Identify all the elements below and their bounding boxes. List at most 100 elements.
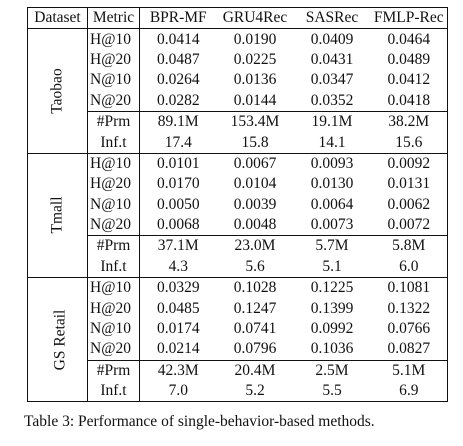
- table-row: H@20 0.0487 0.0225 0.0431 0.0489: [28, 49, 448, 71]
- value-cell: 0.0073: [310, 216, 354, 234]
- metric-name: H@20: [87, 298, 140, 319]
- value-cell: 0.0992: [310, 320, 354, 338]
- value-cell: 0.0464: [370, 28, 448, 50]
- value-cell: 15.8: [241, 133, 269, 151]
- value-cell: 14.1: [318, 133, 346, 151]
- table-row: N@20 0.0214 0.0796 0.1036 0.0827: [28, 339, 448, 361]
- value-cell: 0.0225: [233, 50, 277, 68]
- value-cell: 0.0039: [233, 195, 277, 213]
- value-cell: 0.0431: [310, 50, 354, 68]
- value-cell: 0.0766: [370, 318, 448, 340]
- value-cell: 0.0072: [370, 214, 448, 236]
- metric-name: H@20: [87, 49, 140, 71]
- value-cell: 0.0347: [310, 71, 354, 89]
- dataset-label-cell: GS Retail: [27, 277, 88, 403]
- table-row: #Prm 89.1M 153.4M 19.1M 38.2M: [28, 110, 448, 133]
- value-cell: 0.1036: [310, 340, 354, 358]
- value-cell: 0.0048: [233, 216, 277, 234]
- value-cell: 19.1M: [293, 110, 371, 133]
- metric-name: N@20: [87, 214, 140, 236]
- metric-name: Inf.t: [87, 132, 140, 154]
- table-row: H@20 0.0170 0.0104 0.0130 0.0131: [28, 174, 448, 195]
- value-cell: 0.0796: [233, 340, 277, 358]
- table-container: Dataset Metric BPR-MF GRU4Rec SASRec FML…: [27, 6, 448, 403]
- value-cell: 38.2M: [370, 110, 448, 133]
- value-cell: 0.0144: [233, 91, 277, 109]
- value-cell: 5.8M: [370, 235, 448, 257]
- table-row: Tmall H@10 0.0101 0.0067 0.0093 0.0092: [27, 152, 448, 278]
- table-row: N@20 0.0282 0.0144 0.0352 0.0418: [28, 90, 448, 112]
- dataset-label: Taobao: [48, 68, 66, 114]
- dataset-label-cell: Taobao: [27, 28, 88, 154]
- value-cell: 0.0170: [156, 175, 200, 193]
- value-cell: 5.2: [216, 381, 294, 403]
- value-cell: 0.0068: [156, 216, 200, 234]
- value-cell: 7.0: [139, 381, 217, 403]
- value-cell: 0.0264: [156, 71, 200, 89]
- value-cell: 5.7M: [293, 235, 371, 257]
- value-cell: 0.0130: [310, 175, 354, 193]
- value-cell: 0.0485: [156, 299, 200, 317]
- header-method-bpr-mf: BPR-MF: [139, 6, 217, 30]
- metric-name: #Prm: [87, 235, 140, 257]
- table-row: GS Retail H@10 0.0329 0.1028 0.1225 0.1081: [27, 277, 448, 403]
- table-row: Inf.t 7.0 5.2 5.5 6.9: [28, 381, 448, 403]
- value-cell: 89.1M: [139, 110, 217, 133]
- value-cell: 0.1081: [370, 277, 448, 299]
- value-cell: 42.3M: [139, 359, 217, 382]
- value-cell: 0.0214: [156, 340, 200, 358]
- value-cell: 6.0: [370, 256, 448, 278]
- value-cell: 5.5: [293, 381, 371, 403]
- value-cell: 0.0093: [293, 152, 371, 175]
- value-cell: 0.0414: [156, 30, 200, 48]
- value-cell: 0.0136: [233, 71, 277, 89]
- value-cell: 0.0409: [310, 30, 354, 48]
- metric-name: H@10: [87, 28, 140, 50]
- table-row: #Prm 42.3M 20.4M 2.5M 5.1M: [28, 359, 448, 382]
- metric-name: N@20: [87, 339, 140, 361]
- value-cell: 0.0352: [310, 91, 354, 109]
- table-row: Inf.t 4.3 5.6 5.1 6.0: [28, 256, 448, 278]
- value-cell: 17.4: [164, 133, 192, 151]
- value-cell: 0.0067: [216, 152, 294, 175]
- table-body: Taobao H@10 0.0414 0.0190 0.0409 0.0464 H@20 0.…: [27, 28, 448, 403]
- value-cell: 23.0M: [216, 235, 294, 257]
- value-cell: 5.1: [322, 257, 342, 275]
- metric-name: N@10: [87, 194, 140, 215]
- table-header-row: Dataset Metric BPR-MF GRU4Rec SASRec FML…: [27, 6, 448, 30]
- value-cell: 0.0487: [156, 50, 200, 68]
- metric-name: Inf.t: [87, 381, 140, 403]
- value-cell: 2.5M: [293, 359, 371, 382]
- metric-name: N@10: [87, 318, 140, 340]
- value-cell: 0.0329: [139, 277, 217, 299]
- value-cell: 0.0104: [233, 175, 277, 193]
- table-row: Taobao H@10 0.0414 0.0190 0.0409 0.0464: [27, 28, 448, 154]
- metric-name: Inf.t: [87, 256, 140, 278]
- value-cell: 0.0741: [233, 320, 277, 338]
- metric-name: #Prm: [87, 110, 140, 133]
- table-row: N@10 0.0264 0.0136 0.0347 0.0412: [28, 70, 448, 91]
- header-metric: Metric: [87, 6, 140, 30]
- value-cell: 15.6: [370, 132, 448, 154]
- value-cell: 0.1399: [310, 299, 354, 317]
- table-row: H@20 0.0485 0.1247 0.1399 0.1322: [28, 298, 448, 319]
- value-cell: 0.0101: [139, 152, 217, 175]
- value-cell: 37.1M: [139, 235, 217, 257]
- table-row: N@20 0.0068 0.0048 0.0073 0.0072: [28, 214, 448, 236]
- value-cell: 0.0131: [370, 174, 448, 195]
- value-cell: 0.0190: [233, 30, 277, 48]
- value-cell: 4.3: [168, 257, 188, 275]
- value-cell: 153.4M: [216, 110, 294, 133]
- header-method-fmlp-rec: FMLP-Rec: [370, 6, 448, 30]
- value-cell: 6.9: [370, 381, 448, 403]
- value-cell: 0.0827: [370, 339, 448, 361]
- table-row: N@10 0.0050 0.0039 0.0064 0.0062: [28, 194, 448, 215]
- metric-name: H@10: [87, 277, 140, 299]
- results-table: Dataset Metric BPR-MF GRU4Rec SASRec FML…: [27, 6, 448, 403]
- value-cell: 0.0418: [370, 90, 448, 112]
- header-method-sasrec: SASRec: [293, 6, 371, 30]
- value-cell: 0.0489: [370, 49, 448, 71]
- metric-name: H@10: [87, 152, 140, 175]
- table-caption: Table 3: Performance of single-behavior-…: [24, 413, 375, 430]
- metric-name: H@20: [87, 174, 140, 195]
